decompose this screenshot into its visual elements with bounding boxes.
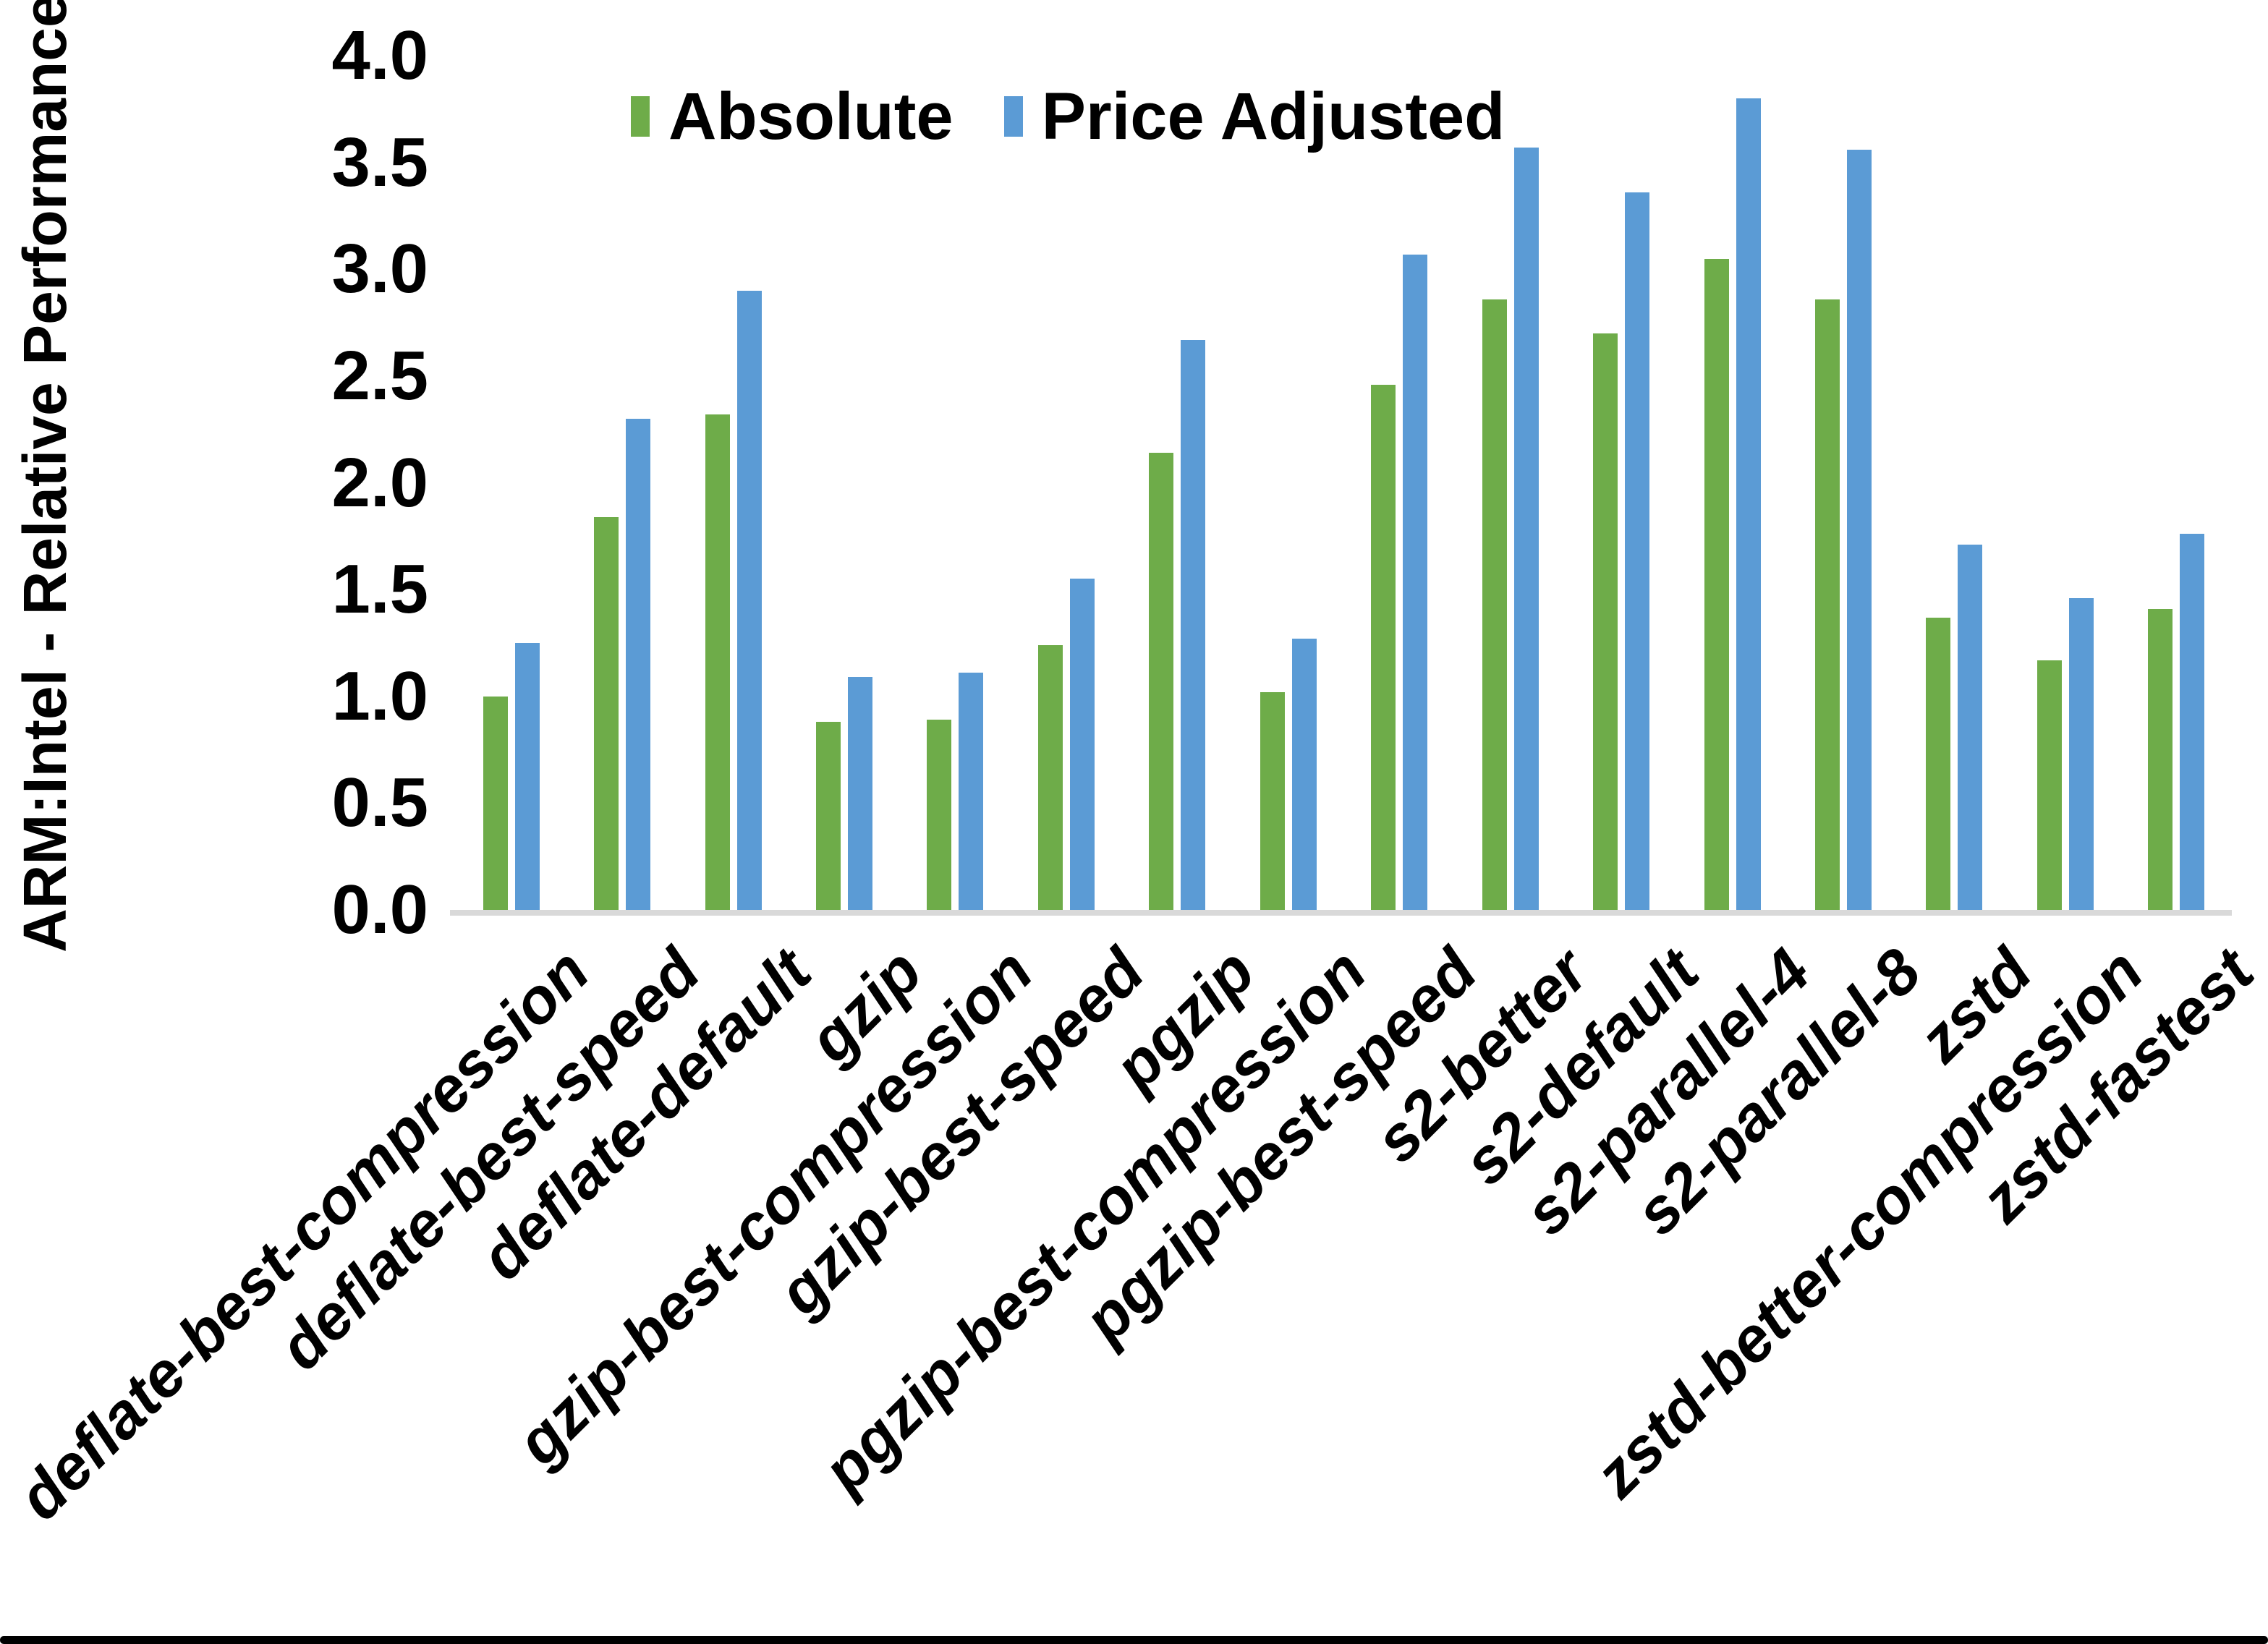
bar-price-adjusted [1069,579,1095,910]
legend-swatch-price-adjusted [1003,96,1023,137]
legend-item-price-adjusted: Price Adjusted [1003,80,1505,153]
legend-label-absolute: Absolute [668,80,954,153]
y-tick-label: 4.0 [331,17,428,94]
y-tick-label: 3.0 [331,230,428,308]
bar-absolute [1149,453,1174,910]
bar-price-adjusted [1403,254,1428,910]
bar-absolute [927,720,952,910]
bar-price-adjusted [848,677,873,910]
bar-absolute [2148,608,2173,910]
bar-absolute [2036,660,2062,910]
legend-label-price-adjusted: Price Adjusted [1041,80,1505,153]
bar-price-adjusted [1625,192,1650,910]
bar-absolute [594,516,619,910]
bar-absolute [1704,258,1729,910]
bar-price-adjusted [1736,98,1761,910]
y-tick-label: 1.0 [331,657,428,735]
bar-price-adjusted [1181,339,1206,910]
bar-price-adjusted [736,290,762,910]
bar-price-adjusted [1958,545,1983,910]
x-axis-line [450,910,2232,916]
bar-price-adjusted [514,642,540,910]
bar-price-adjusted [959,673,984,910]
y-tick-label: 2.0 [331,443,428,521]
bar-price-adjusted [2180,534,2205,910]
bar-price-adjusted [1513,148,1539,910]
bar-absolute [1814,299,1840,910]
y-tick-label: 0.5 [331,764,428,842]
bar-absolute [1037,644,1063,910]
bar-price-adjusted [1846,149,1872,910]
bottom-border [0,1636,2268,1644]
plot-area [456,56,2232,910]
legend: Absolute Price Adjusted [631,80,1505,153]
bar-price-adjusted [2068,597,2094,910]
legend-item-absolute: Absolute [631,80,954,153]
y-tick-label: 3.5 [331,123,428,201]
y-tick-label: 1.5 [331,550,428,629]
bar-absolute [1482,299,1507,910]
bar-absolute [705,414,730,910]
bar-absolute [816,722,841,910]
bar-absolute [1371,384,1396,910]
legend-swatch-absolute [631,96,650,137]
bar-absolute [1260,691,1285,910]
y-axis-title: ARM:Intel - Relative Performance [11,0,79,953]
bar-price-adjusted [1291,639,1317,910]
bar-absolute [1593,333,1618,910]
bar-absolute [483,696,508,910]
bar-absolute [1926,617,1951,910]
bar-price-adjusted [626,418,651,910]
y-tick-label: 0.0 [331,871,428,948]
y-tick-label: 2.5 [331,336,428,414]
